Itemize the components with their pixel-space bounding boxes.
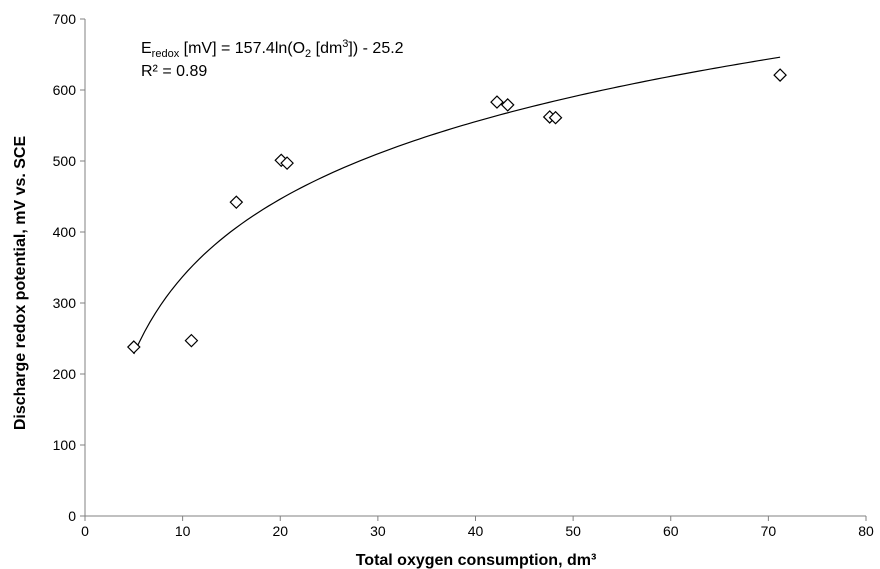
x-tick-label: 0 [81, 523, 89, 539]
y-axis-title: Discharge redox potential, mV vs. SCE [12, 136, 29, 431]
x-tick-label: 20 [272, 523, 288, 539]
data-point [500, 98, 515, 112]
y-tick-label: 100 [53, 437, 77, 453]
data-point [773, 68, 787, 82]
x-tick-label: 80 [858, 523, 874, 539]
data-point [184, 333, 199, 348]
y-tick-labels: 0 100 200 300 400 500 600 700 [53, 11, 77, 524]
x-axis-title: Total oxygen consumption, dm³ [356, 552, 597, 569]
trendline-group [133, 56, 781, 355]
y-tick-label: 500 [53, 153, 77, 169]
data-point [229, 195, 244, 210]
data-points [126, 68, 787, 354]
x-tick-label: 70 [761, 523, 777, 539]
data-point [280, 156, 294, 170]
axes [80, 18, 867, 521]
y-tick-label: 400 [53, 224, 77, 240]
x-tick-labels: 0 10 20 30 40 50 60 70 80 [81, 523, 874, 539]
trendline [133, 56, 781, 355]
data-point [548, 110, 563, 125]
y-tick-label: 700 [53, 11, 77, 27]
y-tick-label: 200 [53, 366, 77, 382]
x-tick-label: 40 [468, 523, 484, 539]
r-squared-label: R² = 0.89 [141, 63, 207, 80]
x-tick-label: 10 [175, 523, 191, 539]
y-tick-label: 0 [68, 508, 76, 524]
data-point [126, 340, 141, 354]
y-tick-label: 300 [53, 295, 77, 311]
trendline-equation: Eredox [mV] = 157.4ln(O2 [dm3]) - 25.2 [141, 38, 404, 60]
data-point [490, 95, 504, 109]
x-tick-label: 60 [663, 523, 679, 539]
y-tick-label: 600 [53, 82, 77, 98]
x-tick-label: 30 [370, 523, 386, 539]
x-tick-label: 50 [565, 523, 581, 539]
